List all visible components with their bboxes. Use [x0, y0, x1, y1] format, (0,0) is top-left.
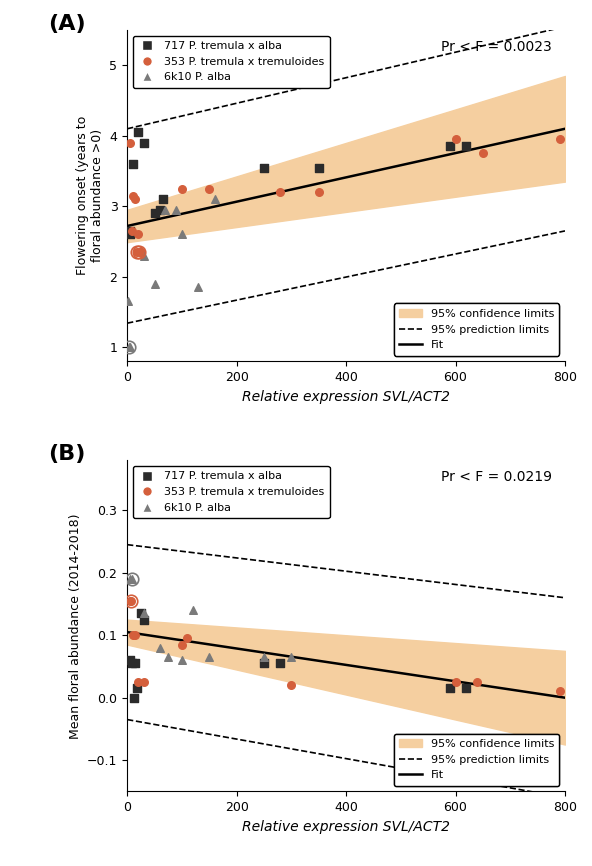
Point	[132, 682, 141, 695]
Point	[462, 139, 471, 153]
Point	[188, 604, 198, 617]
Point	[158, 192, 168, 206]
Point	[127, 572, 136, 586]
Point	[478, 146, 488, 160]
Point	[127, 656, 136, 670]
Point	[139, 606, 149, 620]
Point	[155, 203, 165, 216]
Point	[177, 228, 186, 242]
Point	[125, 572, 134, 586]
Point	[276, 656, 285, 670]
Point	[205, 650, 214, 664]
Point	[133, 126, 143, 139]
Point	[445, 139, 455, 153]
Point	[129, 691, 139, 705]
Point	[125, 228, 134, 242]
Point	[462, 682, 471, 695]
Point	[205, 182, 214, 196]
Point	[139, 675, 149, 689]
Point	[276, 185, 285, 199]
Point	[125, 653, 134, 667]
Text: (A): (A)	[49, 14, 86, 34]
Point	[139, 136, 149, 150]
Point	[451, 132, 461, 146]
Point	[161, 203, 170, 216]
Point	[131, 629, 140, 643]
Point	[177, 182, 186, 196]
Point	[451, 675, 461, 689]
Point	[131, 656, 140, 670]
X-axis label: Relative expression SVL/ACT2: Relative expression SVL/ACT2	[242, 820, 450, 834]
Point	[155, 641, 165, 655]
Text: Pr < F = 0.0023: Pr < F = 0.0023	[441, 40, 552, 54]
Point	[163, 650, 173, 664]
Point	[177, 653, 186, 667]
Legend: 95% confidence limits, 95% prediction limits, Fit: 95% confidence limits, 95% prediction li…	[394, 734, 559, 785]
Point	[127, 224, 136, 238]
Point	[287, 650, 296, 664]
Point	[133, 675, 143, 689]
Point	[259, 650, 269, 664]
Point	[131, 192, 140, 206]
Point	[177, 637, 186, 651]
Point	[314, 160, 323, 174]
Text: (B): (B)	[49, 443, 86, 464]
Point	[183, 631, 192, 645]
Point	[139, 249, 149, 262]
Point	[125, 340, 134, 354]
Point	[125, 594, 134, 608]
Point	[259, 160, 269, 174]
Point	[210, 192, 220, 206]
Point	[136, 606, 146, 620]
Y-axis label: Mean floral abundance (2014-2018): Mean floral abundance (2014-2018)	[69, 514, 82, 739]
Point	[194, 281, 203, 294]
Point	[128, 189, 137, 203]
Point	[134, 245, 144, 259]
Point	[126, 594, 136, 608]
Point	[150, 277, 159, 291]
Point	[124, 294, 133, 308]
Point	[314, 185, 323, 199]
Y-axis label: Flowering onset (years to
floral abundance >0): Flowering onset (years to floral abundan…	[76, 116, 104, 275]
Point	[150, 206, 159, 220]
Point	[124, 340, 134, 354]
Point	[132, 245, 141, 259]
Point	[133, 228, 143, 242]
Point	[125, 136, 134, 150]
Point	[555, 684, 564, 698]
Point	[139, 612, 149, 626]
Legend: 95% confidence limits, 95% prediction limits, Fit: 95% confidence limits, 95% prediction li…	[394, 303, 559, 356]
Point	[445, 682, 455, 695]
Point	[472, 675, 482, 689]
X-axis label: Relative expression SVL/ACT2: Relative expression SVL/ACT2	[242, 390, 450, 404]
Point	[125, 224, 134, 238]
Point	[136, 245, 146, 259]
Text: Pr < F = 0.0219: Pr < F = 0.0219	[441, 470, 552, 484]
Point	[287, 678, 296, 692]
Point	[128, 157, 137, 171]
Point	[128, 629, 137, 643]
Point	[555, 132, 564, 146]
Point	[172, 203, 181, 216]
Point	[259, 656, 269, 670]
